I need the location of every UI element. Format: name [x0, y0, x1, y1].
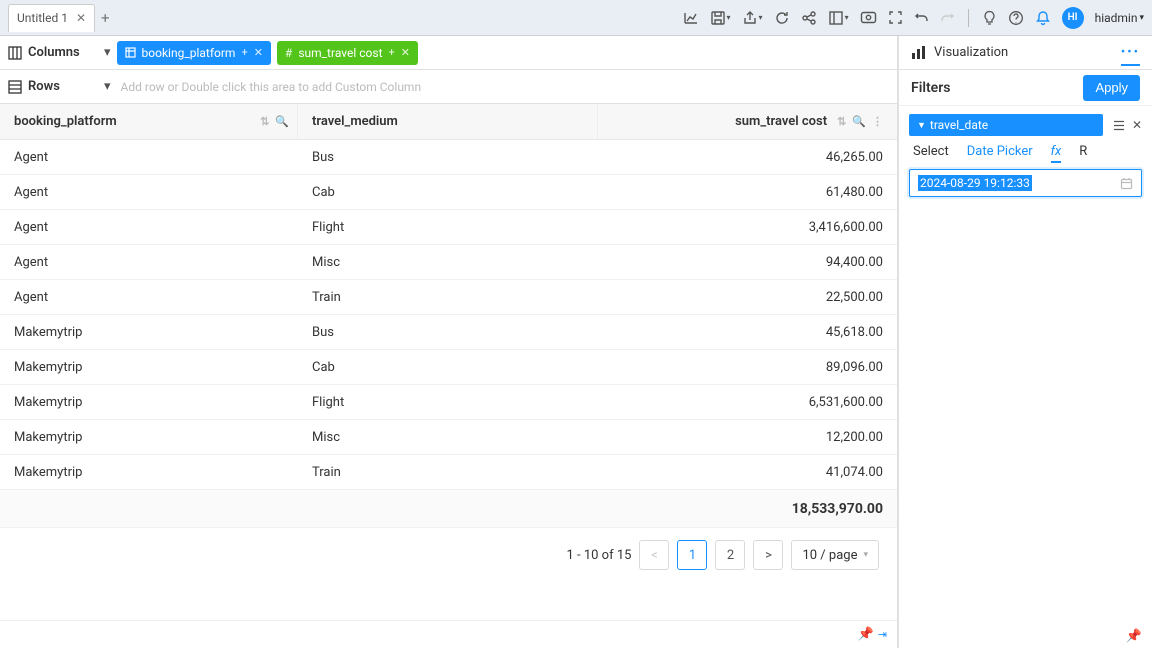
chart-icon: [911, 45, 926, 60]
bulb-icon[interactable]: [982, 10, 997, 26]
chips: booking_platform+✕#sum_travel cost+✕: [117, 41, 418, 65]
pager: 1 - 10 of 15 < 12 > 10 / page▾: [0, 528, 897, 582]
pin-icon[interactable]: 📌: [1126, 629, 1142, 644]
filter-mode-tabs: Select Date Picker fx R: [909, 136, 1142, 169]
viz-more-icon[interactable]: •••: [1121, 45, 1140, 66]
rows-icon: [8, 80, 22, 94]
chevron-down-icon: ▼: [917, 120, 926, 131]
columns-label: Columns: [8, 45, 98, 60]
grid-total: 18,533,970.00: [598, 501, 897, 517]
chart-icon[interactable]: [683, 10, 699, 26]
user-name: hiadmin: [1095, 11, 1138, 25]
table-row[interactable]: MakemytripBus45,618.00: [0, 315, 897, 350]
pager-next[interactable]: >: [753, 540, 783, 570]
help-icon[interactable]: [1008, 10, 1024, 26]
data-pane: Columns ▾ booking_platform+✕#sum_travel …: [0, 36, 898, 648]
apply-button[interactable]: Apply: [1083, 75, 1140, 101]
toolbar: ▾ ▾ ▾ HI hiadmin▾: [683, 7, 1144, 29]
col-header-booking-platform[interactable]: booking_platform ⇅🔍: [0, 104, 298, 139]
tab-fx[interactable]: fx: [1051, 144, 1062, 163]
pager-range: 1 - 10 of 15: [567, 548, 632, 563]
table-row[interactable]: AgentTrain22,500.00: [0, 280, 897, 315]
rows-placeholder: Add row or Double click this area to add…: [117, 80, 422, 94]
column-chip[interactable]: #sum_travel cost+✕: [277, 41, 418, 65]
view-icon[interactable]: [860, 11, 877, 25]
redo-icon[interactable]: [940, 10, 955, 25]
sheet-tab[interactable]: Untitled 1 ✕: [8, 4, 95, 32]
export-icon[interactable]: ▾: [742, 10, 763, 26]
sheet-tab-title: Untitled 1: [17, 11, 68, 25]
table-row[interactable]: AgentFlight3,416,600.00: [0, 210, 897, 245]
tab-select[interactable]: Select: [913, 144, 949, 159]
grid-header: booking_platform ⇅🔍 travel_medium sum_tr…: [0, 104, 897, 140]
right-footer: 📌: [1126, 629, 1142, 644]
filters-title: Filters: [911, 80, 950, 96]
table-row[interactable]: AgentMisc94,400.00: [0, 245, 897, 280]
list-icon[interactable]: [1111, 120, 1124, 131]
save-icon[interactable]: ▾: [710, 10, 731, 26]
viz-title: Visualization: [934, 45, 1008, 60]
remove-filter-icon[interactable]: ✕: [1132, 118, 1142, 132]
viz-pane: Visualization ••• Filters Apply ▼ travel…: [898, 36, 1152, 648]
layout-icon[interactable]: ▾: [828, 10, 849, 26]
rows-shelf[interactable]: Rows ▾ Add row or Double click this area…: [0, 70, 897, 104]
table-row[interactable]: MakemytripCab89,096.00: [0, 350, 897, 385]
add-sheet-button[interactable]: +: [101, 9, 110, 27]
left-footer: 📌 ⇥: [0, 620, 897, 648]
pin-icon[interactable]: 📌: [858, 627, 874, 642]
columns-shelf: Columns ▾ booking_platform+✕#sum_travel …: [0, 36, 897, 70]
refresh-icon[interactable]: [774, 10, 790, 26]
pager-prev[interactable]: <: [639, 540, 669, 570]
avatar[interactable]: HI: [1062, 7, 1084, 29]
date-input[interactable]: 2024-08-29 19:12:33: [909, 169, 1142, 197]
rows-label: Rows: [8, 79, 98, 94]
columns-icon: [8, 46, 22, 60]
pager-page[interactable]: 1: [677, 540, 707, 570]
calendar-icon[interactable]: [1120, 177, 1133, 190]
panel-toggle-icon[interactable]: ⇥: [878, 628, 887, 641]
viz-header: Visualization •••: [899, 36, 1152, 70]
grid-total-row: 18,533,970.00: [0, 490, 897, 528]
table-row[interactable]: MakemytripMisc12,200.00: [0, 420, 897, 455]
sort-icon[interactable]: ⇅: [260, 115, 269, 128]
columns-caret[interactable]: ▾: [104, 45, 111, 60]
rows-caret[interactable]: ▾: [104, 79, 111, 94]
app-header: Untitled 1 ✕ + ▾ ▾ ▾ HI hiadmin▾: [0, 0, 1152, 36]
filter-field-chip[interactable]: ▼ travel_date: [909, 114, 1103, 136]
search-icon[interactable]: 🔍: [852, 115, 866, 128]
fullscreen-icon[interactable]: [888, 10, 903, 25]
column-chip[interactable]: booking_platform+✕: [117, 41, 271, 65]
filter-field-label: travel_date: [930, 118, 988, 132]
tab-date-picker[interactable]: Date Picker: [967, 144, 1033, 159]
table-row[interactable]: AgentBus46,265.00: [0, 140, 897, 175]
table-row[interactable]: AgentCab61,480.00: [0, 175, 897, 210]
date-value: 2024-08-29 19:12:33: [918, 175, 1032, 191]
sort-icon[interactable]: ⇅: [837, 115, 846, 128]
col-header-sum-travel-cost[interactable]: sum_travel cost ⇅🔍⋮: [598, 104, 897, 139]
pager-size[interactable]: 10 / page▾: [791, 540, 879, 570]
table-row[interactable]: MakemytripTrain41,074.00: [0, 455, 897, 490]
separator: [968, 9, 969, 27]
grid-body: AgentBus46,265.00AgentCab61,480.00AgentF…: [0, 140, 897, 490]
search-icon[interactable]: 🔍: [275, 115, 289, 128]
col-header-travel-medium[interactable]: travel_medium: [298, 104, 598, 139]
more-icon[interactable]: ⋮: [872, 115, 883, 128]
tab-r[interactable]: R: [1079, 144, 1087, 159]
bell-icon[interactable]: [1035, 10, 1051, 26]
table-row[interactable]: MakemytripFlight6,531,600.00: [0, 385, 897, 420]
undo-icon[interactable]: [914, 10, 929, 25]
close-icon[interactable]: ✕: [76, 11, 86, 25]
user-menu[interactable]: hiadmin▾: [1095, 11, 1144, 25]
share-icon[interactable]: [801, 10, 817, 26]
pager-page[interactable]: 2: [715, 540, 745, 570]
filters-header: Filters Apply: [899, 70, 1152, 106]
